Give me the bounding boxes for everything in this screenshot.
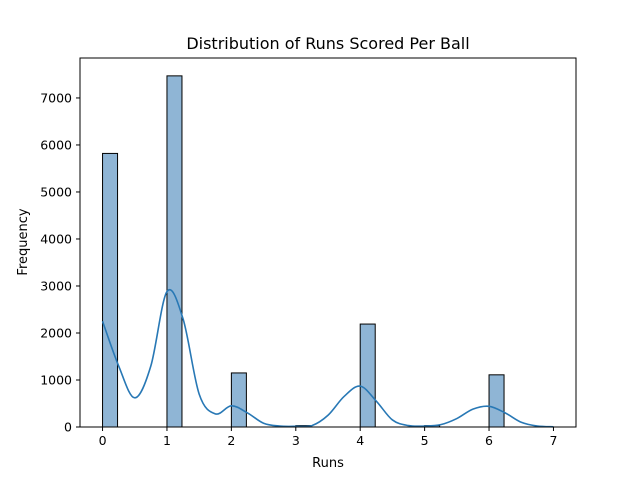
x-tick-label: 0 [99, 433, 107, 448]
x-tick-label: 1 [163, 433, 171, 448]
y-tick-label: 3000 [40, 278, 72, 293]
x-tick-label: 7 [549, 433, 557, 448]
y-tick-label: 2000 [40, 325, 72, 340]
x-tick-label: 5 [421, 433, 429, 448]
y-tick-label: 1000 [40, 372, 72, 387]
x-tick-label: 3 [292, 433, 300, 448]
y-axis: 0 1000 2000 3000 4000 5000 6000 7000 [40, 90, 80, 434]
histogram-bar [231, 373, 246, 427]
chart-title: Distribution of Runs Scored Per Ball [186, 34, 469, 53]
y-axis-label: Frequency [16, 208, 31, 275]
x-tick-label: 4 [356, 433, 364, 448]
y-tick-label: 5000 [40, 184, 72, 199]
y-tick-label: 7000 [40, 90, 72, 105]
x-tick-label: 2 [227, 433, 235, 448]
histogram-bar [167, 76, 182, 427]
y-tick-label: 6000 [40, 137, 72, 152]
x-tick-label: 6 [485, 433, 493, 448]
x-axis: 0 1 2 3 4 5 6 7 [99, 427, 558, 448]
plot-area [103, 76, 554, 427]
histogram-bar [103, 153, 118, 427]
histogram-bar [360, 324, 375, 427]
histogram-bar [489, 375, 504, 427]
x-axis-label: Runs [312, 456, 344, 471]
y-tick-label: 4000 [40, 231, 72, 246]
plot-frame [80, 58, 576, 427]
y-tick-label: 0 [64, 420, 72, 435]
